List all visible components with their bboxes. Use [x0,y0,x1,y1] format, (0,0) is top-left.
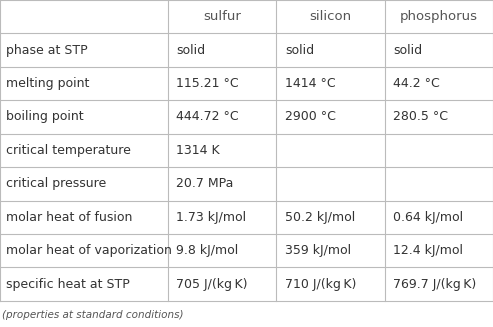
Text: phase at STP: phase at STP [6,43,88,57]
Text: critical pressure: critical pressure [6,177,106,190]
Text: 705 J/(kg K): 705 J/(kg K) [176,278,248,291]
Text: 710 J/(kg K): 710 J/(kg K) [285,278,356,291]
Text: solid: solid [176,43,206,57]
Text: melting point: melting point [6,77,89,90]
Text: 12.4 kJ/mol: 12.4 kJ/mol [393,244,463,257]
Text: molar heat of vaporization: molar heat of vaporization [6,244,172,257]
Text: 44.2 °C: 44.2 °C [393,77,440,90]
Text: 359 kJ/mol: 359 kJ/mol [285,244,351,257]
Text: 9.8 kJ/mol: 9.8 kJ/mol [176,244,239,257]
Text: silicon: silicon [309,10,352,23]
Text: 115.21 °C: 115.21 °C [176,77,239,90]
Text: 444.72 °C: 444.72 °C [176,111,239,124]
Text: (properties at standard conditions): (properties at standard conditions) [2,310,184,320]
Text: 2900 °C: 2900 °C [285,111,336,124]
Text: 20.7 MPa: 20.7 MPa [176,177,234,190]
Text: 0.64 kJ/mol: 0.64 kJ/mol [393,211,463,224]
Text: boiling point: boiling point [6,111,83,124]
Text: 1414 °C: 1414 °C [285,77,336,90]
Text: 1.73 kJ/mol: 1.73 kJ/mol [176,211,246,224]
Text: sulfur: sulfur [203,10,241,23]
Text: phosphorus: phosphorus [400,10,478,23]
Text: 769.7 J/(kg K): 769.7 J/(kg K) [393,278,477,291]
Text: solid: solid [285,43,314,57]
Text: critical temperature: critical temperature [6,144,131,157]
Text: molar heat of fusion: molar heat of fusion [6,211,132,224]
Text: solid: solid [393,43,423,57]
Text: 280.5 °C: 280.5 °C [393,111,449,124]
Text: 1314 K: 1314 K [176,144,220,157]
Text: specific heat at STP: specific heat at STP [6,278,130,291]
Text: 50.2 kJ/mol: 50.2 kJ/mol [285,211,355,224]
